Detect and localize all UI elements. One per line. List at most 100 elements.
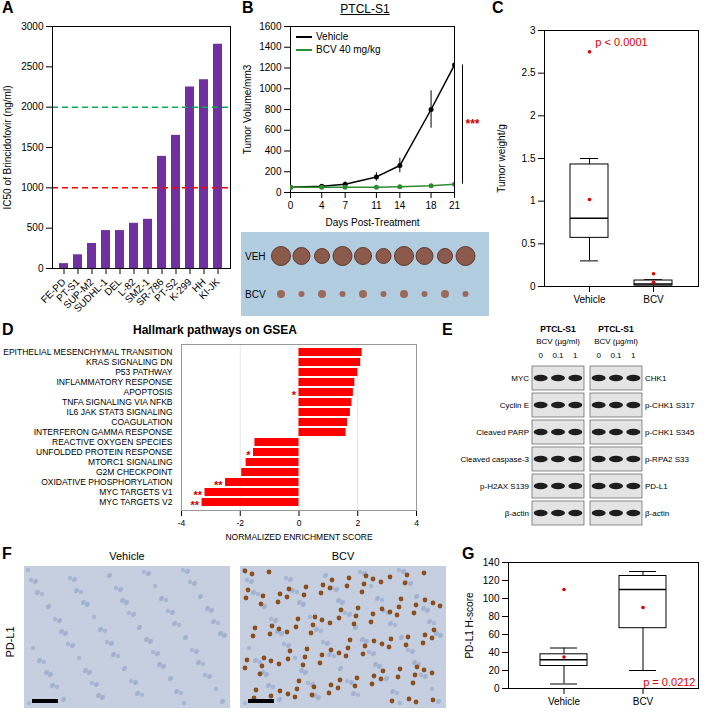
svg-text:2: 2 xyxy=(355,518,360,528)
svg-text:2: 2 xyxy=(530,110,536,121)
svg-text:*: * xyxy=(246,449,251,461)
svg-text:APOPTOSIS: APOPTOSIS xyxy=(124,387,173,397)
svg-text:1.5: 1.5 xyxy=(522,153,536,164)
svg-text:80: 80 xyxy=(488,611,500,622)
svg-text:K-299: K-299 xyxy=(167,276,194,303)
svg-text:Vehicle: Vehicle xyxy=(573,294,606,305)
svg-text:p-CHK1 S317: p-CHK1 S317 xyxy=(645,401,695,410)
svg-text:Tumor weight/g: Tumor weight/g xyxy=(496,124,507,193)
svg-text:100: 100 xyxy=(483,593,500,604)
svg-text:0: 0 xyxy=(596,351,601,360)
svg-text:KI-JK: KI-JK xyxy=(197,276,222,301)
svg-text:2000: 2000 xyxy=(21,101,44,112)
svg-text:p-RPA2 S33: p-RPA2 S33 xyxy=(645,455,689,464)
svg-text:0: 0 xyxy=(530,281,536,292)
svg-text:1600: 1600 xyxy=(259,21,282,32)
svg-text:600: 600 xyxy=(265,124,282,135)
svg-text:Cleaved caspase-3: Cleaved caspase-3 xyxy=(461,455,530,464)
svg-text:*: * xyxy=(292,389,297,401)
svg-text:**: ** xyxy=(191,499,200,511)
svg-text:1: 1 xyxy=(631,351,636,360)
svg-text:IC50 of Brincidofovir (ng/ml): IC50 of Brincidofovir (ng/ml) xyxy=(2,86,13,210)
svg-text:MYC: MYC xyxy=(511,374,529,383)
svg-text:400: 400 xyxy=(265,145,282,156)
svg-text:Cyclin E: Cyclin E xyxy=(500,401,529,410)
svg-text:0: 0 xyxy=(538,351,543,360)
svg-text:0: 0 xyxy=(288,200,294,211)
svg-text:11: 11 xyxy=(371,200,382,211)
svg-text:p < 0.0001: p < 0.0001 xyxy=(595,36,647,48)
svg-text:-2: -2 xyxy=(236,518,244,528)
svg-text:40: 40 xyxy=(488,647,500,658)
svg-text:0.5: 0.5 xyxy=(522,238,536,249)
svg-text:KRAS SIGNALING DN: KRAS SIGNALING DN xyxy=(86,357,172,367)
svg-text:Days Post-Treatment: Days Post-Treatment xyxy=(325,217,419,228)
svg-text:1000: 1000 xyxy=(21,182,44,193)
svg-text:Cleaved PARP: Cleaved PARP xyxy=(476,428,529,437)
svg-text:BCV: BCV xyxy=(332,550,355,562)
svg-text:0: 0 xyxy=(38,263,44,274)
svg-text:0: 0 xyxy=(494,683,500,694)
svg-text:120: 120 xyxy=(483,575,500,586)
svg-text:140: 140 xyxy=(483,557,500,568)
svg-text:BCV (µg/ml): BCV (µg/ml) xyxy=(536,337,580,346)
svg-text:1: 1 xyxy=(573,351,578,360)
svg-text:BCV (µg/ml): BCV (µg/ml) xyxy=(594,337,638,346)
svg-text:3000: 3000 xyxy=(21,21,44,32)
svg-text:0.1: 0.1 xyxy=(610,351,622,360)
svg-text:p = 0.0212: p = 0.0212 xyxy=(643,676,695,688)
svg-text:CHK1: CHK1 xyxy=(645,374,667,383)
svg-text:PTCL-S1: PTCL-S1 xyxy=(540,324,576,334)
svg-text:14: 14 xyxy=(394,200,406,211)
svg-text:MTORC1 SIGNALING: MTORC1 SIGNALING xyxy=(88,457,172,467)
svg-text:2500: 2500 xyxy=(21,61,44,72)
svg-text:20: 20 xyxy=(488,665,500,676)
svg-text:INFLAMMATORY RESPONSE: INFLAMMATORY RESPONSE xyxy=(56,377,172,387)
svg-text:4: 4 xyxy=(319,200,325,211)
svg-text:G2M CHECKPOINT: G2M CHECKPOINT xyxy=(96,467,173,477)
svg-text:BCV: BCV xyxy=(633,696,654,707)
svg-text:Vehicle: Vehicle xyxy=(548,696,581,707)
svg-text:INTERFERON GAMMA RESPONSE: INTERFERON GAMMA RESPONSE xyxy=(34,427,173,437)
svg-text:1400: 1400 xyxy=(259,41,282,52)
svg-text:500: 500 xyxy=(27,222,44,233)
svg-text:***: *** xyxy=(466,117,480,131)
svg-text:PD-L1: PD-L1 xyxy=(4,626,16,657)
svg-text:p-H2AX S139: p-H2AX S139 xyxy=(480,482,529,491)
svg-text:MYC TARGETS V1: MYC TARGETS V1 xyxy=(99,487,173,497)
svg-text:21: 21 xyxy=(449,200,461,211)
svg-text:REACTIVE OXYGEN SPECIES: REACTIVE OXYGEN SPECIES xyxy=(52,437,173,447)
svg-text:EPITHELIAL MESENCHYMAL TRANSIT: EPITHELIAL MESENCHYMAL TRANSITION xyxy=(3,347,172,357)
svg-text:2.5: 2.5 xyxy=(522,67,536,78)
svg-text:β-actin: β-actin xyxy=(505,509,529,518)
svg-text:Vehicle: Vehicle xyxy=(109,550,144,562)
svg-text:0: 0 xyxy=(297,518,302,528)
svg-text:-4: -4 xyxy=(178,518,186,528)
svg-text:800: 800 xyxy=(265,104,282,115)
svg-text:BCV: BCV xyxy=(245,289,266,300)
svg-text:PD-L1 H-score: PD-L1 H-score xyxy=(464,592,475,659)
svg-text:18: 18 xyxy=(426,200,438,211)
svg-text:IL6 JAK STAT3 SIGNALING: IL6 JAK STAT3 SIGNALING xyxy=(67,407,173,417)
svg-text:**: ** xyxy=(214,479,223,491)
svg-text:Tumor Volume/mm3: Tumor Volume/mm3 xyxy=(242,64,253,154)
svg-text:200: 200 xyxy=(265,166,282,177)
svg-text:OXIDATIVE PHOSPHORYLATION: OXIDATIVE PHOSPHORYLATION xyxy=(41,477,172,487)
svg-text:UNFOLDED PROTEIN RESPONSE: UNFOLDED PROTEIN RESPONSE xyxy=(36,447,173,457)
svg-text:P53 PATHWAY: P53 PATHWAY xyxy=(115,367,173,377)
svg-text:3: 3 xyxy=(530,25,536,36)
svg-text:PTCL-S1: PTCL-S1 xyxy=(598,324,634,334)
svg-text:MYC TARGETS V2: MYC TARGETS V2 xyxy=(99,497,173,507)
svg-text:1: 1 xyxy=(530,195,536,206)
svg-text:60: 60 xyxy=(488,629,500,640)
svg-text:0.1: 0.1 xyxy=(552,351,564,360)
svg-text:1000: 1000 xyxy=(259,83,282,94)
svg-text:BCV: BCV xyxy=(643,294,664,305)
svg-text:1500: 1500 xyxy=(21,142,44,153)
svg-text:1200: 1200 xyxy=(259,62,282,73)
svg-text:4: 4 xyxy=(414,518,419,528)
svg-text:7: 7 xyxy=(342,200,348,211)
svg-text:TNFA SIGNALING VIA NFKB: TNFA SIGNALING VIA NFKB xyxy=(62,397,173,407)
svg-text:COAGULATION: COAGULATION xyxy=(111,417,172,427)
svg-text:VEH: VEH xyxy=(245,251,266,262)
